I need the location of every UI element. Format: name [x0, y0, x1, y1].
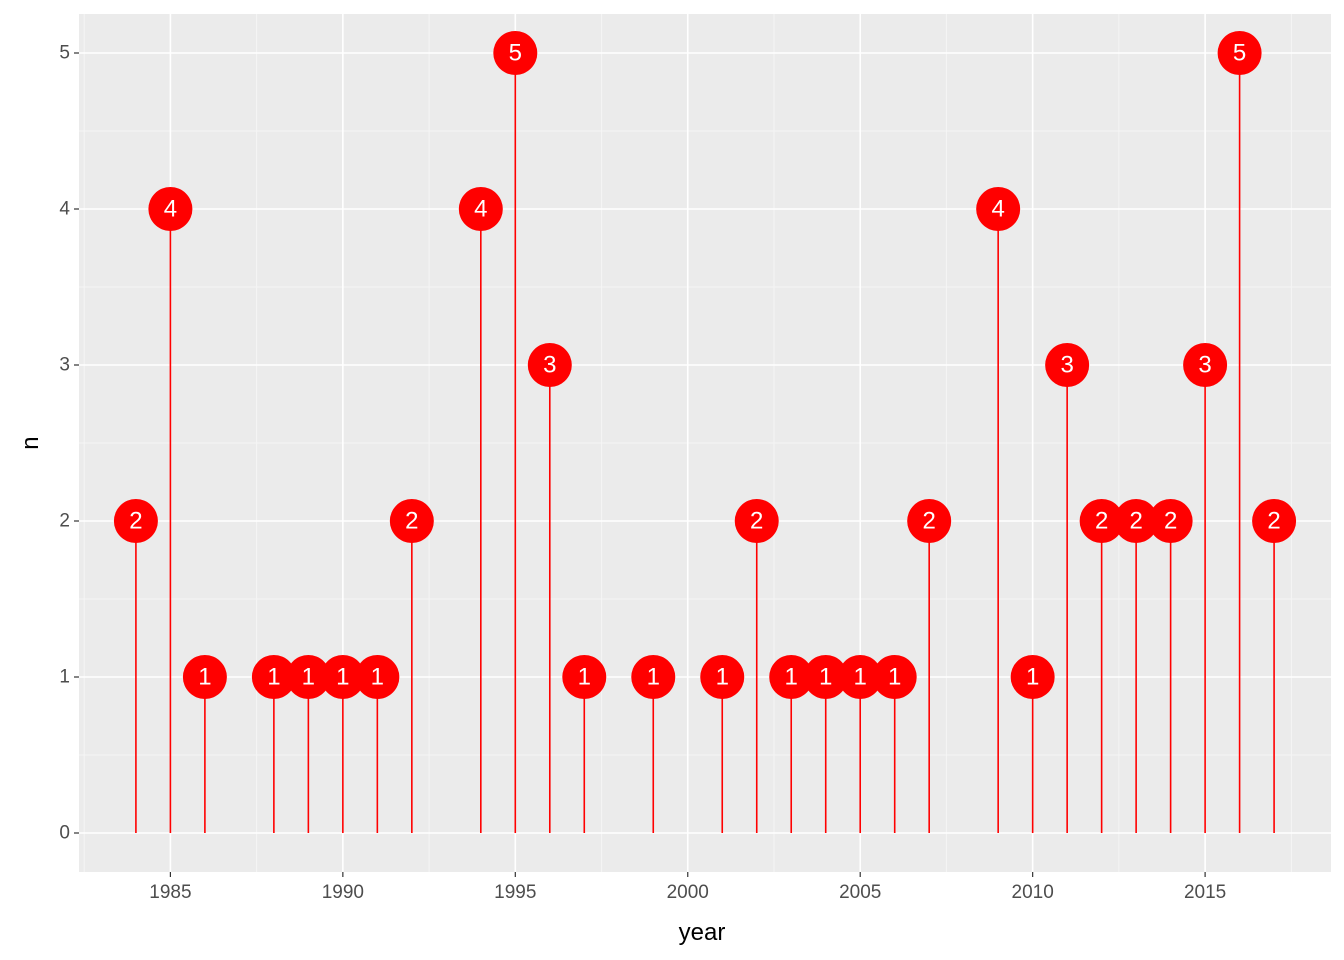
point-label: 2 — [129, 508, 142, 535]
point — [251, 655, 296, 699]
y-axis: 0 1 2 3 4 5 — [59, 43, 79, 844]
point — [562, 655, 607, 699]
point — [872, 655, 917, 699]
point-label: 1 — [336, 664, 349, 691]
point — [527, 343, 572, 387]
point-label: 1 — [1026, 664, 1039, 691]
x-tick-label: 1985 — [149, 882, 191, 903]
point — [907, 499, 952, 543]
x-axis-title: year — [679, 919, 726, 946]
point — [493, 31, 538, 75]
point-label: 1 — [647, 664, 660, 691]
point — [320, 655, 365, 699]
point-label: 1 — [888, 664, 901, 691]
point-label: 5 — [1233, 40, 1246, 67]
point-label: 1 — [578, 664, 591, 691]
point — [286, 655, 331, 699]
point — [389, 499, 434, 543]
point — [976, 187, 1021, 231]
point — [803, 655, 848, 699]
point — [1114, 499, 1159, 543]
x-tick-label: 2005 — [839, 882, 881, 903]
y-tick-label: 4 — [59, 199, 70, 220]
y-tick-label: 0 — [59, 823, 70, 844]
point — [182, 655, 227, 699]
point-label: 1 — [716, 664, 729, 691]
y-tick-label: 2 — [59, 511, 70, 532]
point-label: 2 — [750, 508, 763, 535]
point-label: 1 — [198, 664, 211, 691]
point — [148, 187, 193, 231]
point-label: 3 — [1060, 352, 1073, 379]
point — [113, 499, 158, 543]
point-label: 2 — [1095, 508, 1108, 535]
point — [838, 655, 883, 699]
point — [1217, 31, 1262, 75]
point-label: 5 — [509, 40, 522, 67]
point — [355, 655, 400, 699]
y-tick-label: 3 — [59, 355, 70, 376]
point — [769, 655, 814, 699]
point-label: 4 — [474, 196, 487, 223]
point — [1079, 499, 1124, 543]
x-tick-label: 1995 — [494, 882, 536, 903]
x-tick-label: 2000 — [667, 882, 709, 903]
point-label: 1 — [819, 664, 832, 691]
point — [1010, 655, 1055, 699]
point — [458, 187, 503, 231]
x-tick-label: 1990 — [322, 882, 364, 903]
point-label: 2 — [1164, 508, 1177, 535]
minor-grid — [79, 14, 1331, 872]
point — [734, 499, 779, 543]
point-label: 1 — [854, 664, 867, 691]
point — [700, 655, 745, 699]
y-tick-label: 1 — [59, 667, 70, 688]
point-label: 1 — [371, 664, 384, 691]
x-axis: 1985 1990 1995 2000 2005 2010 2015 — [149, 872, 1226, 903]
point-label: 4 — [991, 196, 1004, 223]
x-tick-label: 2010 — [1012, 882, 1054, 903]
stems — [135, 53, 1275, 833]
point — [1183, 343, 1228, 387]
point — [1252, 499, 1297, 543]
points — [113, 31, 1297, 699]
point — [631, 655, 676, 699]
point-label: 3 — [1198, 352, 1211, 379]
point-label: 1 — [267, 664, 280, 691]
point-label: 4 — [164, 196, 177, 223]
point-label: 2 — [1129, 508, 1142, 535]
y-axis-title: n — [17, 436, 44, 449]
x-tick-label: 2015 — [1184, 882, 1226, 903]
point-label: 1 — [302, 664, 315, 691]
point-label: 2 — [1267, 508, 1280, 535]
point — [1148, 499, 1193, 543]
point — [1045, 343, 1090, 387]
point-label: 3 — [543, 352, 556, 379]
point-label: 2 — [923, 508, 936, 535]
point-label: 1 — [785, 664, 798, 691]
y-tick-label: 5 — [59, 43, 70, 64]
point-label: 2 — [405, 508, 418, 535]
